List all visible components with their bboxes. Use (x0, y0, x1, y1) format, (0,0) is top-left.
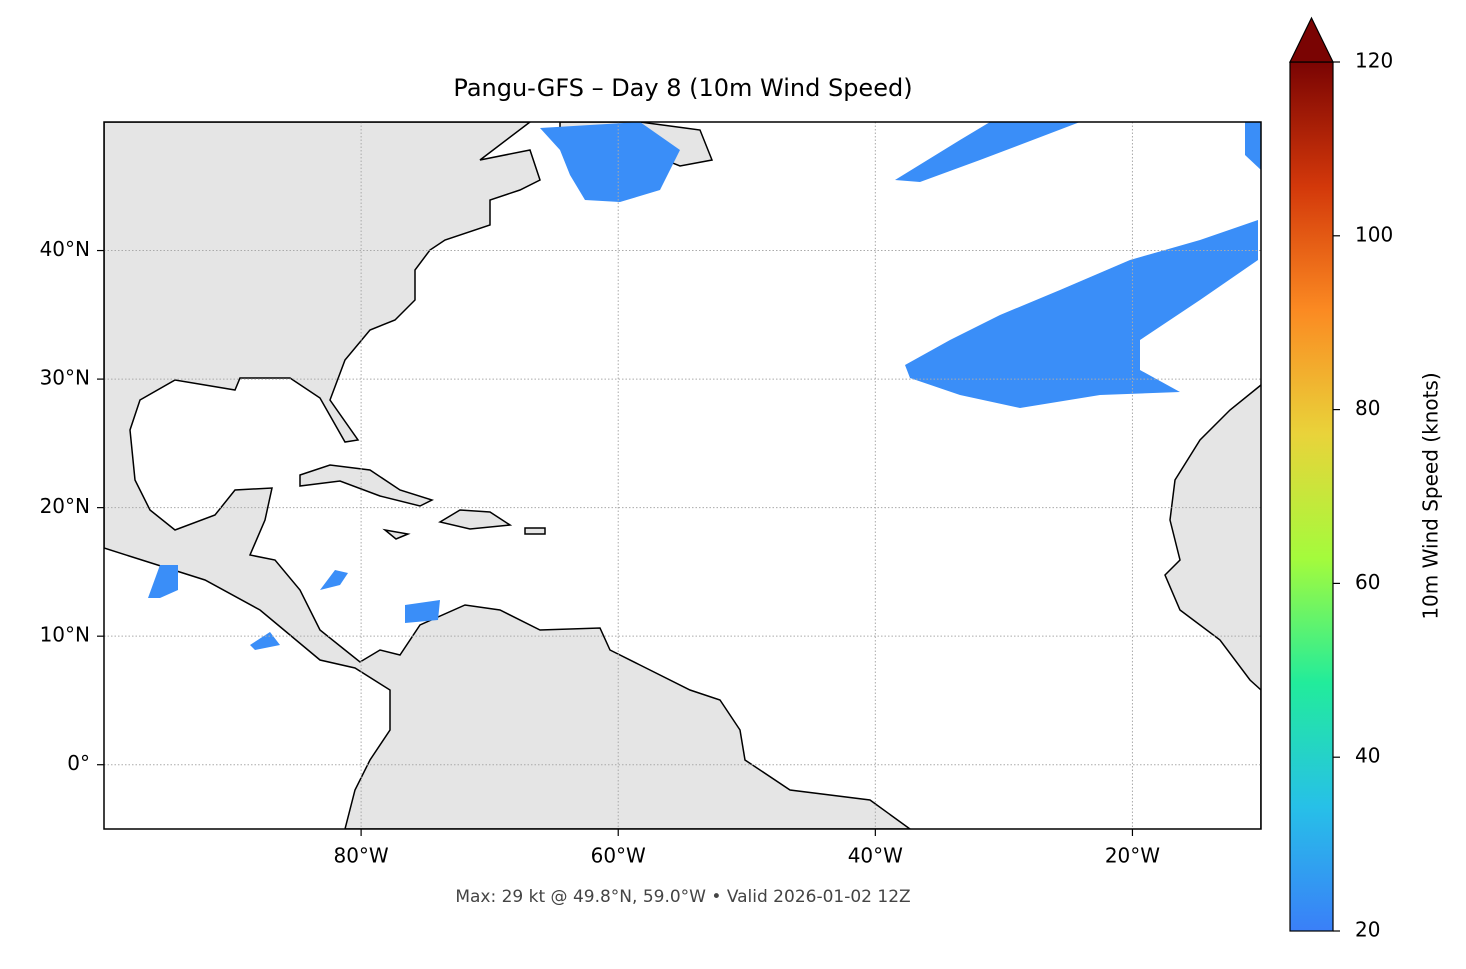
chart-title: Pangu-GFS – Day 8 (10m Wind Speed) (453, 74, 912, 102)
colorbar-tick-label: 100 (1355, 222, 1393, 246)
colorbar-tick-label: 80 (1355, 396, 1380, 420)
y-tick-label: 20°N (40, 494, 90, 518)
puerto-rico (524, 527, 546, 535)
x-tick-label: 40°W (848, 844, 903, 868)
map-area (104, 122, 1261, 829)
x-tick-label: 80°W (333, 844, 388, 868)
y-tick-label: 40°N (40, 237, 90, 261)
y-tick-label: 30°N (40, 366, 90, 390)
cuba (299, 464, 434, 507)
wind-area (148, 565, 178, 598)
x-tick-label: 20°W (1105, 844, 1160, 868)
y-tick-label: 10°N (40, 623, 90, 647)
africa (1164, 384, 1261, 829)
colorbar-label: 10m Wind Speed (knots) (1419, 372, 1443, 619)
wind-area (405, 600, 440, 623)
wind-area (540, 122, 680, 202)
hispaniola (438, 509, 513, 530)
colorbar-tick-label: 40 (1355, 744, 1380, 768)
wind-area (1245, 122, 1261, 170)
wind-area (320, 570, 348, 590)
wind-area (895, 122, 1080, 182)
colorbar-tick-label: 20 (1355, 918, 1380, 942)
x-tick-label: 60°W (591, 844, 646, 868)
annotation: Max: 29 kt @ 49.8°N, 59.0°W • Valid 2026… (455, 887, 910, 907)
y-tick-label: 0° (67, 751, 90, 775)
americas (104, 122, 912, 829)
wind-area (905, 220, 1258, 408)
colorbar-tick-label: 60 (1355, 570, 1380, 594)
colorbar-extend (1289, 16, 1334, 63)
wind-area (250, 632, 280, 650)
colorbar-tick-label: 120 (1355, 49, 1393, 73)
jamaica (382, 528, 411, 540)
colorbar (1289, 61, 1334, 932)
map-frame (103, 121, 1262, 830)
grid (104, 122, 1261, 829)
